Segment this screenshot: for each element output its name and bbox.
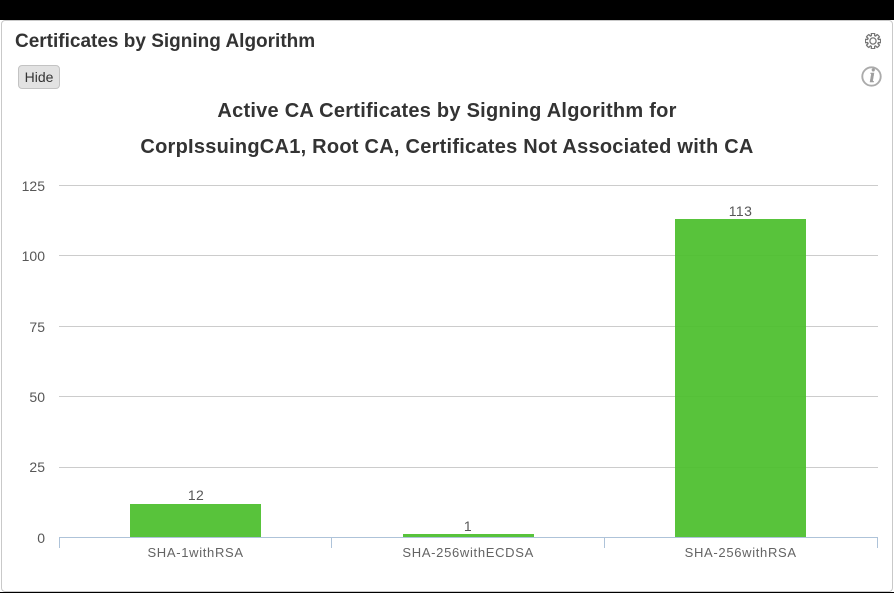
svg-text:i: i	[870, 66, 876, 87]
